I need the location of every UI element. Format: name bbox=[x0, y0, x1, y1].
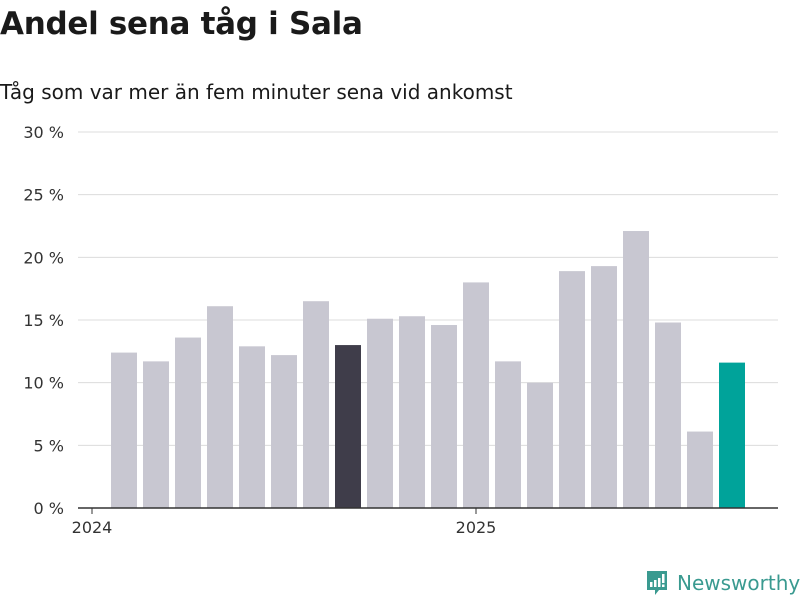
bar-2025-03 bbox=[559, 271, 585, 508]
y-tick-label: 10 % bbox=[23, 374, 64, 393]
bar-chart: 0 % 5 % 10 % 15 % 20 % 25 % 30 % 2024 2025 bbox=[23, 123, 778, 537]
bar-2025-06 bbox=[655, 322, 681, 508]
x-tick-label: 2024 bbox=[72, 518, 113, 537]
bar-2024-09 bbox=[367, 318, 393, 508]
y-tick-label: 0 % bbox=[34, 499, 64, 518]
bar-2024-12 bbox=[463, 282, 489, 508]
newsworthy-logo-icon bbox=[647, 571, 667, 595]
bar-2025-02 bbox=[527, 382, 553, 508]
y-tick-label: 20 % bbox=[23, 248, 64, 267]
y-tick-label: 25 % bbox=[23, 186, 64, 205]
y-tick-label: 5 % bbox=[34, 436, 64, 455]
bar-2025-01 bbox=[495, 361, 521, 508]
y-tick-label: 15 % bbox=[23, 311, 64, 330]
chart-subtitle: Tåg som var mer än fem minuter sena vid … bbox=[0, 80, 513, 104]
bar-2024-05 bbox=[239, 346, 265, 508]
bar-2024-04 bbox=[207, 306, 233, 508]
y-tick-label: 30 % bbox=[23, 123, 64, 142]
bar-2025-08 bbox=[719, 362, 745, 508]
bar-2024-06 bbox=[271, 355, 297, 508]
bar-2025-04 bbox=[591, 266, 617, 508]
newsworthy-logo-text: Newsworthy bbox=[677, 571, 800, 595]
chart-title: Andel sena tåg i Sala bbox=[0, 6, 363, 42]
bar-2024-03 bbox=[175, 337, 201, 508]
newsworthy-logo: Newsworthy bbox=[645, 569, 800, 597]
bar-2024-10 bbox=[399, 316, 425, 508]
bar-2024-02 bbox=[143, 361, 169, 508]
bar-2025-05 bbox=[623, 231, 649, 508]
bar-2024-01 bbox=[111, 352, 137, 508]
bar-2024-11 bbox=[431, 325, 457, 508]
x-tick-label: 2025 bbox=[456, 518, 497, 537]
bar-2024-07 bbox=[303, 301, 329, 508]
bar-2025-07 bbox=[687, 431, 713, 508]
bar-2024-08 bbox=[335, 345, 361, 508]
